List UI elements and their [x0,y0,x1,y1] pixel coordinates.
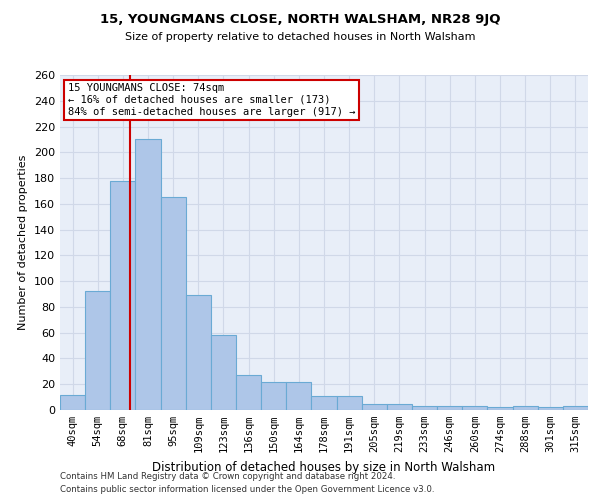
Bar [362,404,387,410]
Bar [161,198,186,410]
Text: Size of property relative to detached houses in North Walsham: Size of property relative to detached ho… [125,32,475,42]
Bar [311,396,337,410]
Text: 15 YOUNGMANS CLOSE: 74sqm
← 16% of detached houses are smaller (173)
84% of semi: 15 YOUNGMANS CLOSE: 74sqm ← 16% of detac… [68,84,355,116]
Bar [211,336,236,410]
Bar [512,406,538,410]
Y-axis label: Number of detached properties: Number of detached properties [19,155,28,330]
Bar [286,382,311,410]
Bar [60,394,85,410]
Bar [186,296,211,410]
Bar [462,406,487,410]
Bar [110,180,136,410]
Bar [387,404,412,410]
Text: Contains HM Land Registry data © Crown copyright and database right 2024.: Contains HM Land Registry data © Crown c… [60,472,395,481]
Bar [437,406,462,410]
X-axis label: Distribution of detached houses by size in North Walsham: Distribution of detached houses by size … [152,460,496,473]
Bar [412,406,437,410]
Bar [136,140,161,410]
Bar [563,406,588,410]
Text: Contains public sector information licensed under the Open Government Licence v3: Contains public sector information licen… [60,485,434,494]
Bar [261,382,286,410]
Bar [236,375,261,410]
Text: 15, YOUNGMANS CLOSE, NORTH WALSHAM, NR28 9JQ: 15, YOUNGMANS CLOSE, NORTH WALSHAM, NR28… [100,12,500,26]
Bar [538,408,563,410]
Bar [487,408,512,410]
Bar [337,396,362,410]
Bar [85,292,110,410]
